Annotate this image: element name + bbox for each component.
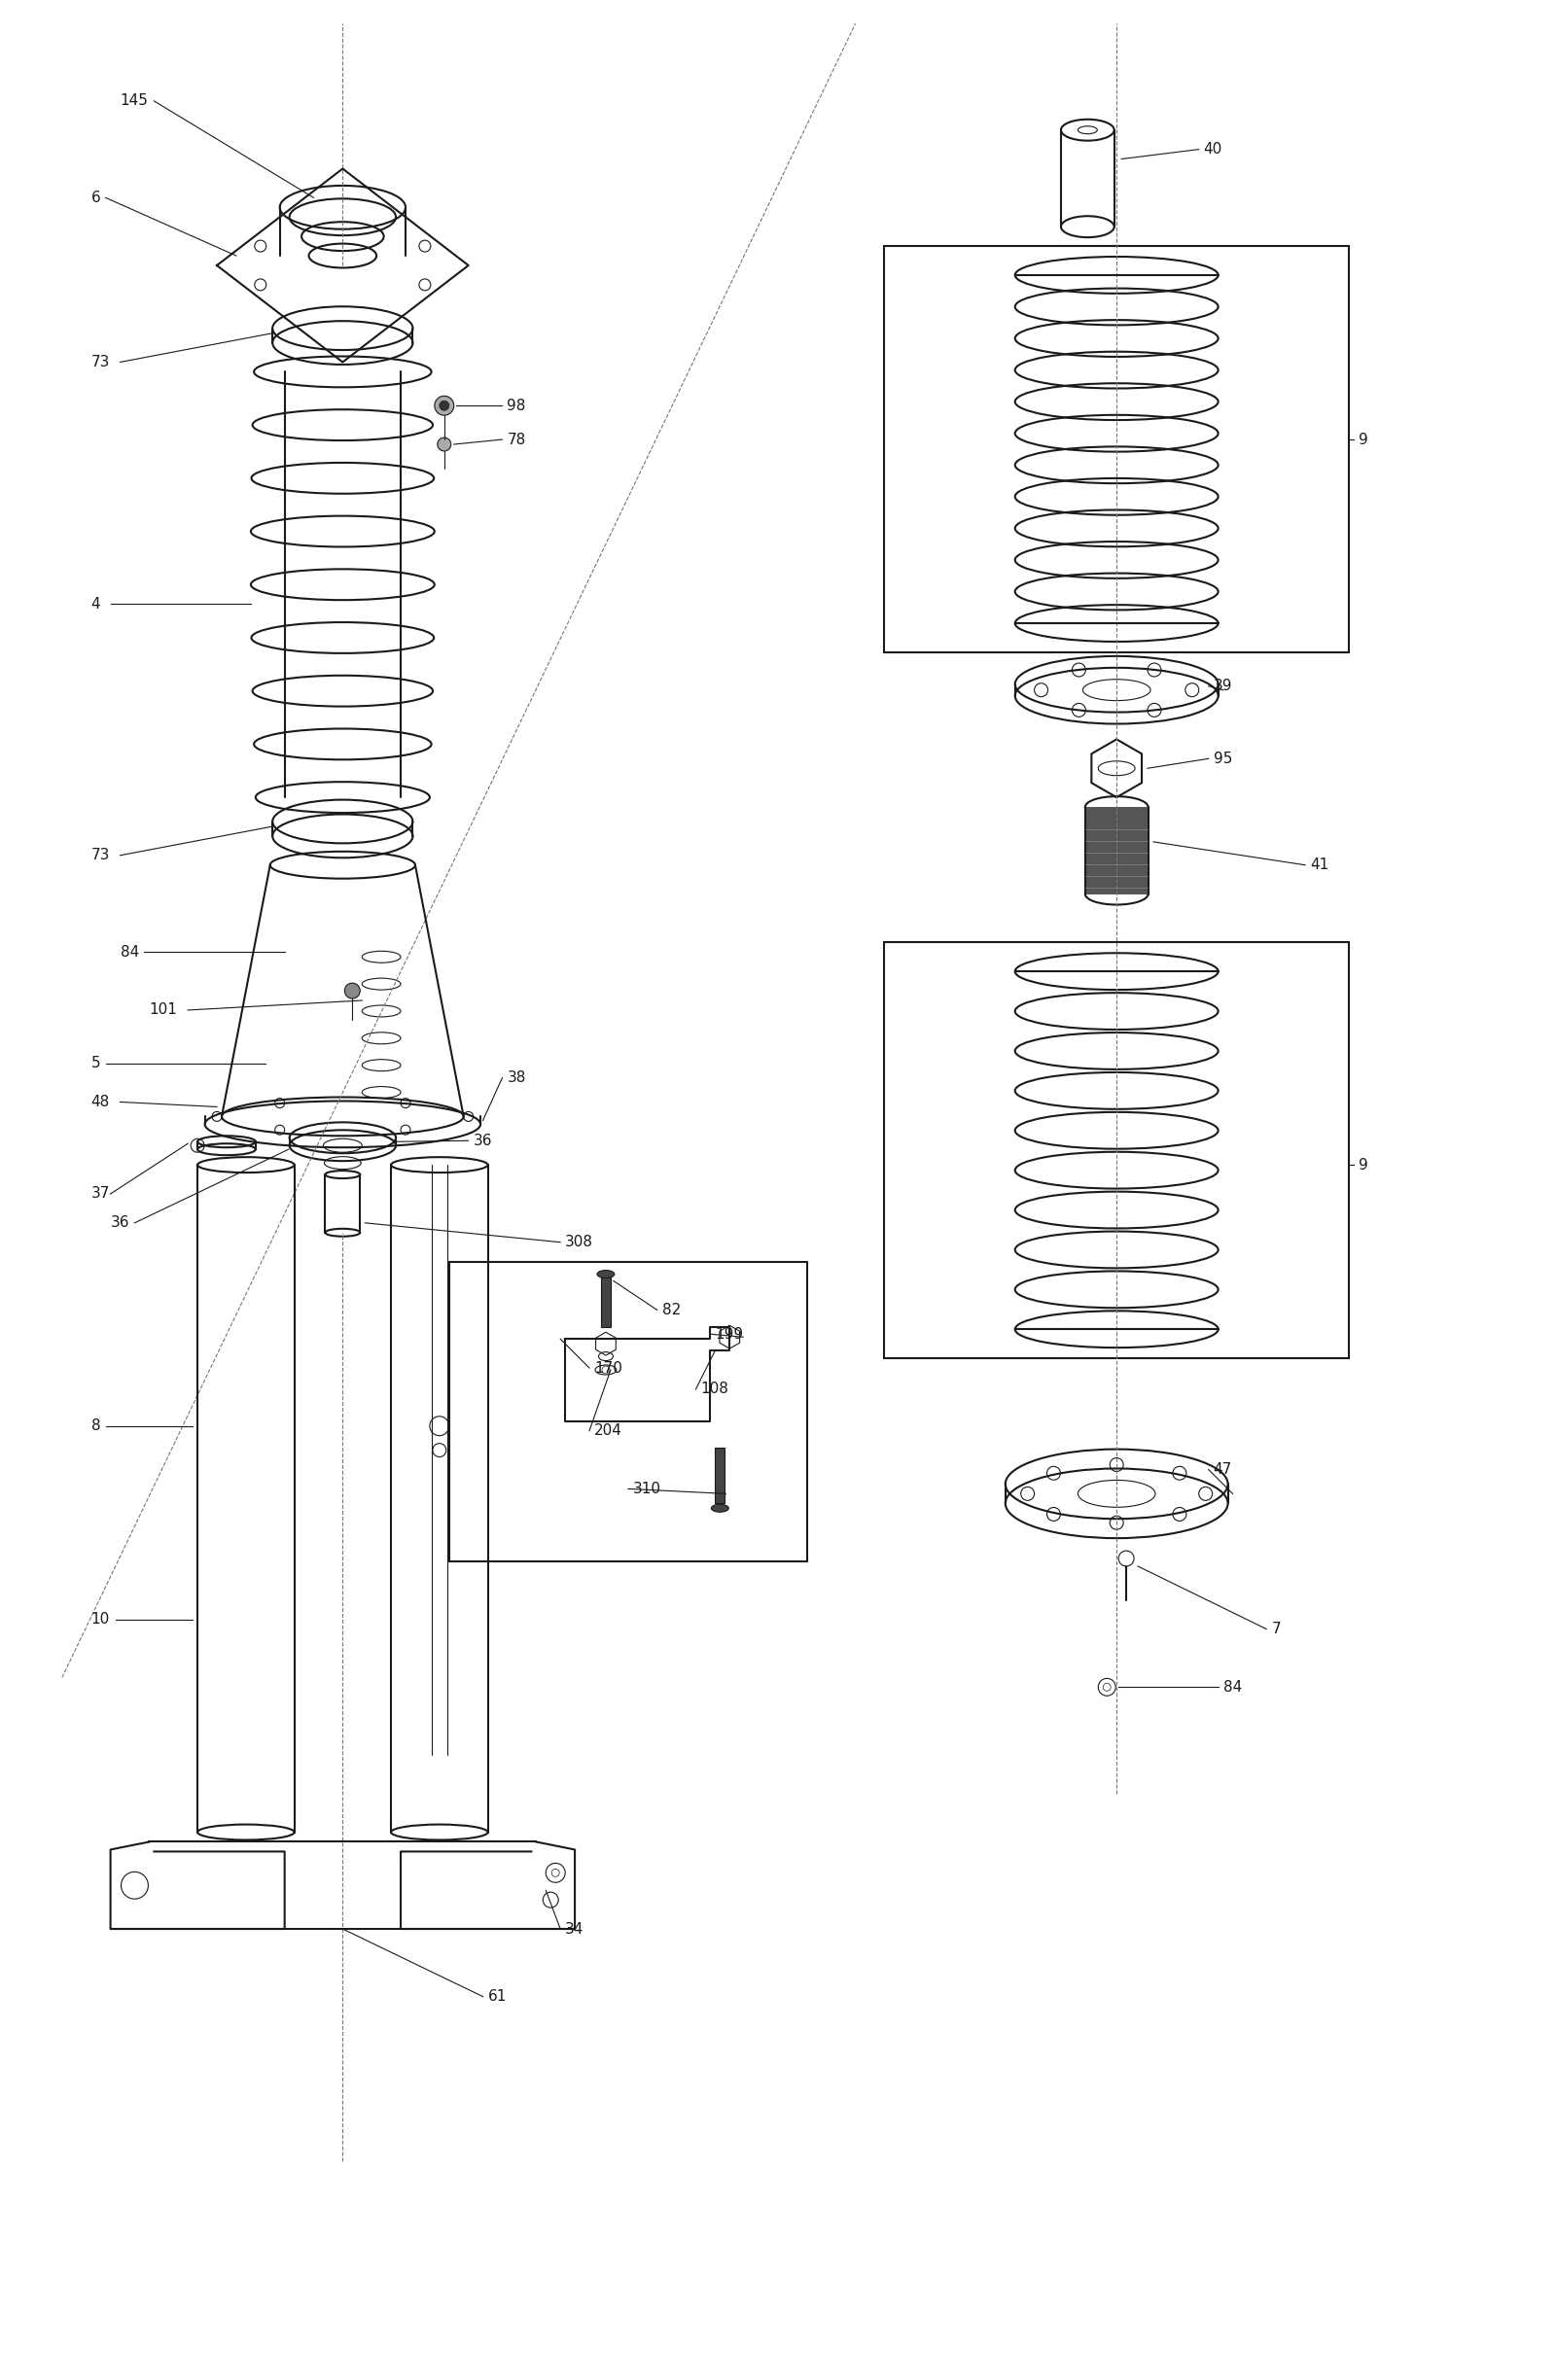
- Text: 41: 41: [1310, 857, 1329, 873]
- Text: 10: 10: [92, 1611, 110, 1626]
- Circle shape: [439, 400, 450, 409]
- Text: 9: 9: [1358, 433, 1368, 447]
- Text: 82: 82: [661, 1302, 680, 1316]
- Bar: [450, 1261, 808, 1561]
- Text: 84: 84: [1223, 1680, 1242, 1695]
- Text: 204: 204: [594, 1423, 622, 1438]
- Text: 39: 39: [1214, 678, 1232, 693]
- Text: 8: 8: [92, 1418, 101, 1433]
- Bar: [716, 1447, 725, 1504]
- Text: 36: 36: [110, 1216, 129, 1230]
- Text: 199: 199: [716, 1326, 744, 1342]
- Ellipse shape: [711, 1504, 728, 1511]
- Text: 73: 73: [92, 847, 110, 862]
- Text: 37: 37: [92, 1188, 110, 1202]
- Text: 5: 5: [92, 1057, 101, 1071]
- Bar: [1086, 807, 1148, 895]
- Bar: [884, 942, 1349, 1359]
- Text: 310: 310: [633, 1483, 661, 1497]
- Text: 36: 36: [473, 1133, 492, 1147]
- Text: 4: 4: [92, 597, 101, 612]
- Ellipse shape: [598, 1271, 615, 1278]
- Text: 145: 145: [120, 93, 148, 107]
- Text: 48: 48: [92, 1095, 110, 1109]
- Text: 170: 170: [594, 1361, 622, 1376]
- Text: 47: 47: [1214, 1461, 1232, 1478]
- Bar: [884, 245, 1349, 652]
- Text: 108: 108: [700, 1383, 728, 1397]
- Text: 101: 101: [149, 1002, 177, 1016]
- Bar: [601, 1273, 610, 1328]
- Text: 6: 6: [92, 190, 101, 205]
- Text: 73: 73: [92, 355, 110, 369]
- Text: 38: 38: [507, 1071, 526, 1085]
- Circle shape: [437, 438, 451, 452]
- Text: 40: 40: [1204, 143, 1223, 157]
- Text: 34: 34: [565, 1921, 584, 1937]
- Text: 95: 95: [1214, 752, 1232, 766]
- Text: 84: 84: [120, 945, 138, 959]
- Text: 61: 61: [487, 1990, 507, 2004]
- Circle shape: [344, 983, 359, 1000]
- Text: 98: 98: [507, 397, 526, 412]
- Text: 9: 9: [1358, 1157, 1368, 1171]
- Text: 308: 308: [565, 1235, 593, 1250]
- Circle shape: [434, 395, 454, 414]
- Text: 7: 7: [1271, 1621, 1281, 1637]
- Text: 78: 78: [507, 433, 526, 447]
